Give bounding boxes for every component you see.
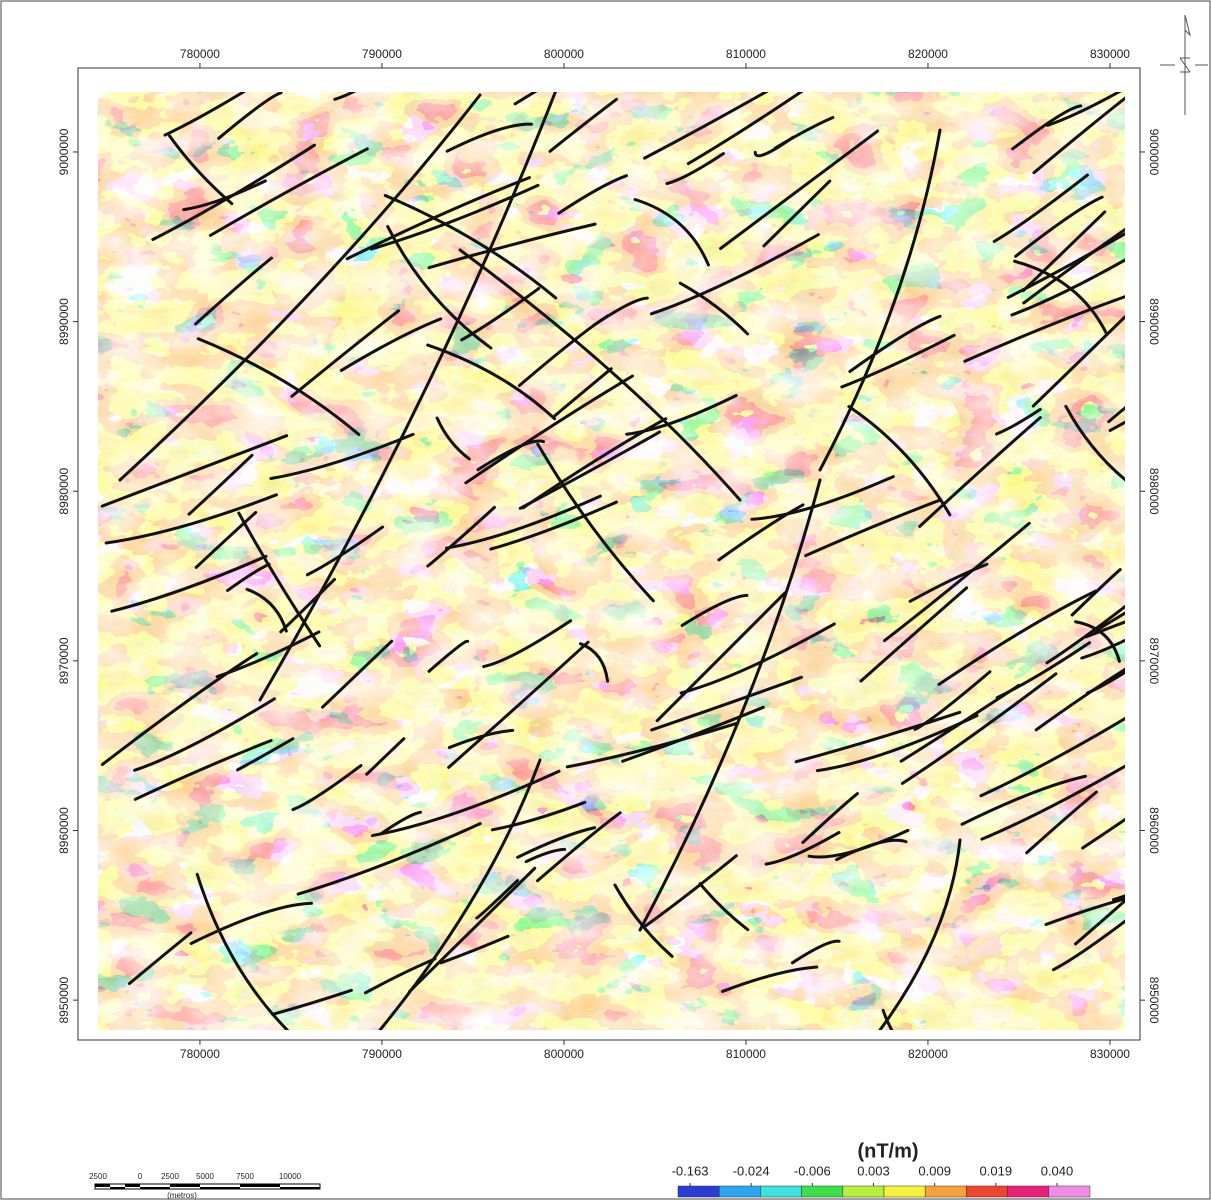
legend-swatch [843, 1186, 884, 1197]
x-tick-label-top: 820000 [908, 47, 948, 61]
y-tick-label-left: 8950000 [57, 976, 71, 1023]
scale-label: 5000 [196, 1172, 214, 1181]
legend-label: -0.163 [672, 1163, 709, 1178]
scale-label: 0 [138, 1172, 143, 1181]
scale-label: 10000 [279, 1172, 302, 1181]
legend-swatch [884, 1186, 925, 1197]
x-tick-label-bottom: 810000 [726, 1047, 766, 1061]
y-tick-label-left: 9000000 [57, 128, 71, 175]
map-page: (nT/m) 780000 780000 790000 790000 800000 800… [0, 0, 1211, 1200]
y-tick-label-left: 8990000 [57, 298, 71, 345]
legend-label: 0.019 [980, 1163, 1013, 1178]
y-tick-label-left: 8970000 [57, 637, 71, 684]
x-tick-label-top: 810000 [726, 47, 766, 61]
legend-swatch [1008, 1186, 1049, 1197]
y-tick-label-right: 8950000 [1147, 977, 1161, 1024]
x-tick-label-bottom: 820000 [908, 1047, 948, 1061]
y-tick-label-left: 8980000 [57, 468, 71, 515]
legend-swatch [966, 1186, 1007, 1197]
y-tick-label-left: 8960000 [57, 807, 71, 854]
x-tick-label-bottom: 780000 [180, 1047, 220, 1061]
scale-label: 2500 [161, 1172, 179, 1181]
legend-swatch [802, 1186, 843, 1197]
raster [98, 36, 1211, 1078]
legend-swatch [1049, 1186, 1090, 1197]
legend-label: 0.009 [918, 1163, 951, 1178]
y-tick-label-right: 8960000 [1147, 807, 1161, 854]
legend-label: 0.040 [1041, 1163, 1074, 1178]
y-tick-label-right: 8970000 [1147, 638, 1161, 685]
scale-label: 7500 [236, 1172, 254, 1181]
y-tick-label-right: 9000000 [1147, 129, 1161, 176]
scale-bar [95, 1184, 320, 1189]
legend-label: 0.003 [857, 1163, 890, 1178]
x-tick-label-bottom: 800000 [544, 1047, 584, 1061]
x-tick-label-top: 780000 [180, 47, 220, 61]
y-tick-label-right: 8980000 [1147, 468, 1161, 515]
scale-unit: (metros) [167, 1191, 197, 1200]
legend-swatch [719, 1186, 760, 1197]
scale-label: 2500 [89, 1172, 107, 1181]
y-tick-label-right: 8990000 [1147, 298, 1161, 345]
legend-unit: (nT/m) [857, 1140, 918, 1162]
legend-swatch [760, 1186, 801, 1197]
x-tick-label-top: 830000 [1090, 47, 1130, 61]
x-tick-label-bottom: 790000 [362, 1047, 402, 1061]
legend-swatch [678, 1186, 719, 1197]
x-tick-label-bottom: 830000 [1090, 1047, 1130, 1061]
legend-label: -0.024 [733, 1163, 770, 1178]
x-tick-label-top: 800000 [544, 47, 584, 61]
x-tick-label-top: 790000 [362, 47, 402, 61]
legend-swatch [925, 1186, 966, 1197]
legend-label: -0.006 [794, 1163, 831, 1178]
